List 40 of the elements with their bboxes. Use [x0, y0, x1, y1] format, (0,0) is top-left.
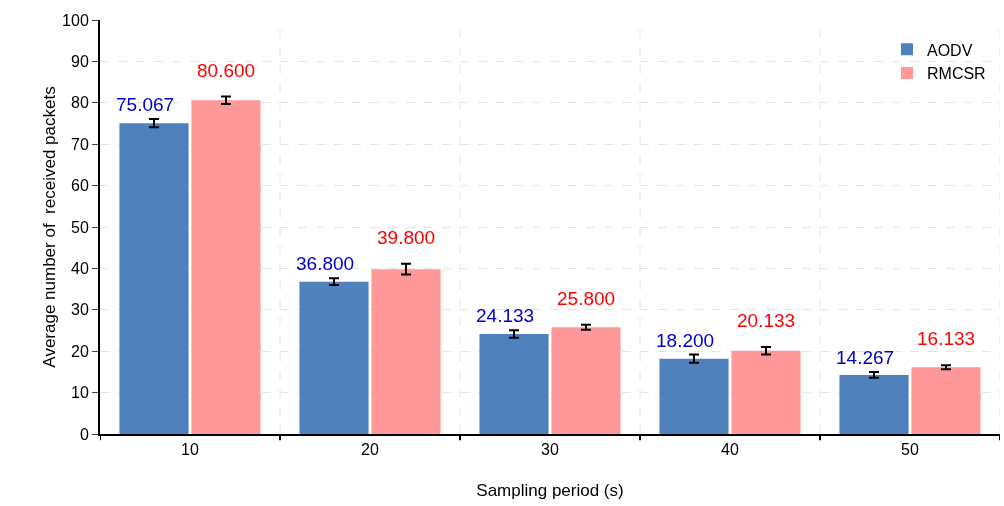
y-tick-label: 30: [71, 301, 89, 319]
data-label: 75.067: [116, 94, 175, 115]
data-label: 25.800: [557, 288, 616, 309]
bar: [299, 281, 369, 434]
data-label: 80.600: [197, 60, 256, 81]
bar: [731, 350, 801, 434]
legend-label: RMCSR: [927, 65, 986, 83]
x-tick-label: 10: [181, 441, 199, 459]
bar: [839, 374, 909, 434]
y-tick-label: 20: [71, 342, 89, 360]
bar: [911, 367, 981, 434]
data-label: 14.267: [836, 347, 895, 368]
bar: [479, 334, 549, 434]
y-tick-label: 0: [79, 425, 89, 443]
x-tick-label: 50: [901, 441, 919, 459]
bar: [119, 123, 189, 434]
data-label: 24.133: [476, 305, 535, 326]
data-label: 36.800: [296, 253, 355, 274]
x-axis-title: Sampling period (s): [476, 481, 624, 500]
data-label: 39.800: [377, 227, 436, 248]
bar: [191, 100, 261, 434]
y-tick-label: 90: [71, 53, 89, 70]
y-tick-label: 40: [71, 260, 89, 277]
bar: [659, 358, 729, 434]
bar: [371, 269, 441, 434]
legend-label: AODV: [927, 41, 973, 59]
x-tick-label: 20: [361, 441, 379, 459]
data-label: 16.133: [917, 328, 976, 349]
bar: [551, 327, 621, 434]
y-tick-label: 60: [71, 177, 89, 195]
x-tick-label: 30: [541, 441, 559, 459]
x-tick-label: 40: [721, 441, 739, 459]
y-tick-label: 100: [62, 11, 89, 29]
data-label: 20.133: [737, 310, 796, 331]
y-tick-label: 10: [71, 384, 89, 402]
y-axis-title: Average number of received packets: [40, 86, 59, 368]
data-label: 18.200: [656, 330, 715, 351]
y-tick-label: 70: [71, 135, 89, 153]
y-tick-label: 80: [71, 94, 89, 112]
y-tick-label: 50: [71, 218, 89, 236]
